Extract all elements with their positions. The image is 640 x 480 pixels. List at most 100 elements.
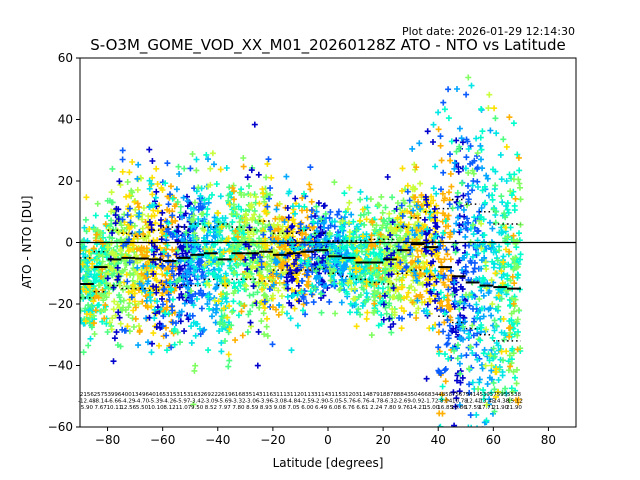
scatter-bin-points xyxy=(380,174,400,336)
bin-stat-mean: -15.12 xyxy=(505,399,523,405)
bin-stat-std: 10.11 xyxy=(107,405,123,411)
x-tick-label: −20 xyxy=(260,433,285,447)
bin-stat-mean: -3.96 xyxy=(259,399,274,405)
bin-stat-mean: -5.69 xyxy=(218,399,233,405)
scatter-bin-points xyxy=(352,188,373,330)
x-axis-label: Latitude [degrees] xyxy=(273,456,384,470)
bin-stat-count: 3514 xyxy=(245,392,259,398)
bin-stat-std: 21.90 xyxy=(492,405,508,411)
bin-stat-mean: -4.84 xyxy=(286,399,301,405)
bin-stat-std: 21.90 xyxy=(506,405,522,411)
chart-title: S-O3M_GOME_VOD_XX_M01_20260128Z ATO - NT… xyxy=(90,36,566,55)
bin-stat-mean: -4.78 xyxy=(369,399,384,405)
bin-stat-mean: -2.69 xyxy=(397,399,412,405)
bin-stat-count: 5046 xyxy=(411,392,425,398)
bin-stat-mean: -12.41 xyxy=(464,399,482,405)
bin-stat-count: 3111 xyxy=(273,392,287,398)
bin-stat-std: 7.97 xyxy=(219,405,232,411)
bin-stat-count: 6922 xyxy=(204,392,218,398)
bin-stat-mean: -3.42 xyxy=(190,399,204,405)
y-tick-label: −40 xyxy=(48,359,73,373)
scatter-bin-points xyxy=(145,146,166,356)
bin-stat-std: 11.07 xyxy=(175,405,191,411)
bin-stat-mean: -3.08 xyxy=(273,399,288,405)
x-tick-label: 60 xyxy=(486,433,501,447)
bin-stat-mean: -3.06 xyxy=(245,399,260,405)
bin-stat-count: 3114 xyxy=(314,392,328,398)
bin-stat-mean: -4.26 xyxy=(162,399,177,405)
mean-line-layer xyxy=(80,243,521,290)
bin-stat-std: 12.56 xyxy=(120,405,136,411)
bin-stat-mean: -4.70 xyxy=(135,399,150,405)
scatter-bin-points xyxy=(228,155,249,344)
bin-stat-mean: -14.38 xyxy=(491,399,509,405)
bin-stat-count: 5395 xyxy=(479,392,493,398)
bin-stat-std: 8.59 xyxy=(246,405,259,411)
bin-stat-count: 2575 xyxy=(94,392,108,398)
scatter-bin-points xyxy=(187,151,207,408)
bin-stat-std: 7.80 xyxy=(384,405,397,411)
bin-stat-std: 9.08 xyxy=(274,405,287,411)
bin-stat-std: 7.80 xyxy=(232,405,245,411)
bin-stat-std: 9.76 xyxy=(398,405,411,411)
bin-stat-mean: -3.09 xyxy=(204,399,219,405)
bin-stat-std: 6.49 xyxy=(315,405,328,411)
bin-stats-layer: 2156-12.485.902575-8.147.673996-6.6610.1… xyxy=(78,392,523,411)
bin-stat-std: 17.71 xyxy=(479,405,495,411)
bin-stat-count: 5538 xyxy=(507,392,521,398)
bin-stat-count: 2619 xyxy=(218,392,232,398)
y-tick-label: −20 xyxy=(48,297,73,311)
x-tick-label: 20 xyxy=(375,433,390,447)
bin-stat-count: 3116 xyxy=(259,392,273,398)
x-tick-label: −80 xyxy=(95,433,120,447)
scatter-bin-points xyxy=(104,165,125,365)
bin-stat-count: 3496 xyxy=(135,392,149,398)
y-tick-label: 60 xyxy=(58,51,73,65)
bin-stat-std: 5.50 xyxy=(136,405,149,411)
bin-stat-std: 9.50 xyxy=(191,405,204,411)
bin-stat-count: 3120 xyxy=(342,392,356,398)
bin-stat-count: 6834 xyxy=(424,392,438,398)
bin-stat-count: 6168 xyxy=(231,392,245,398)
x-tick-label: −60 xyxy=(150,433,175,447)
y-tick-label: 0 xyxy=(65,236,73,250)
bin-stat-std: 6.00 xyxy=(301,405,314,411)
bin-stat-mean: -10.79 xyxy=(450,399,468,405)
y-tick-label: 40 xyxy=(58,113,73,127)
bin-stat-mean: -6.66 xyxy=(107,399,122,405)
bin-stat-std: 6.08 xyxy=(329,405,342,411)
bin-stat-std: 10.10 xyxy=(148,405,164,411)
bin-stat-mean: -5.39 xyxy=(149,399,164,405)
bin-stat-count: 3112 xyxy=(287,392,301,398)
bin-stat-std: 7.67 xyxy=(95,405,108,411)
bin-stat-mean: -2.59 xyxy=(300,399,315,405)
bin-stat-std: 15.00 xyxy=(423,405,439,411)
bin-stat-count: 3115 xyxy=(328,392,342,398)
bin-stat-mean: -1.72 xyxy=(424,399,438,405)
bin-stat-count: 9414 xyxy=(466,392,480,398)
bin-stat-count: 5315 xyxy=(163,392,177,398)
bin-stat-std: 5.90 xyxy=(81,405,94,411)
x-tick-label: 40 xyxy=(431,433,446,447)
y-tick-label: 20 xyxy=(58,174,73,188)
bin-stat-mean: -6.76 xyxy=(355,399,370,405)
bin-stat-count: 1632 xyxy=(190,392,204,398)
plot-date-label: Plot date: 2026-01-29 12:14:30 xyxy=(402,25,575,38)
bin-stat-mean: -4.29 xyxy=(121,399,136,405)
scatter-bin-points xyxy=(159,160,180,354)
y-axis-label: ATO - NTO [DU] xyxy=(20,196,34,289)
bin-stat-mean: -8.14 xyxy=(94,399,109,405)
bin-stat-mean: -6.32 xyxy=(383,399,397,405)
bin-stat-count: 4858 xyxy=(438,392,452,398)
scatter-bin-points xyxy=(421,109,442,382)
scatter-bin-points xyxy=(201,150,221,354)
bin-stat-mean: -3.32 xyxy=(231,399,245,405)
x-tick-label: 80 xyxy=(541,433,556,447)
bin-stat-mean: -5.76 xyxy=(342,399,357,405)
bin-stat-mean: -0.92 xyxy=(410,399,424,405)
bin-stat-std: 8.93 xyxy=(260,405,273,411)
scatter-bin-points xyxy=(297,164,317,318)
bin-stat-count: 4016 xyxy=(149,392,163,398)
bin-stat-count: 8878 xyxy=(383,392,397,398)
